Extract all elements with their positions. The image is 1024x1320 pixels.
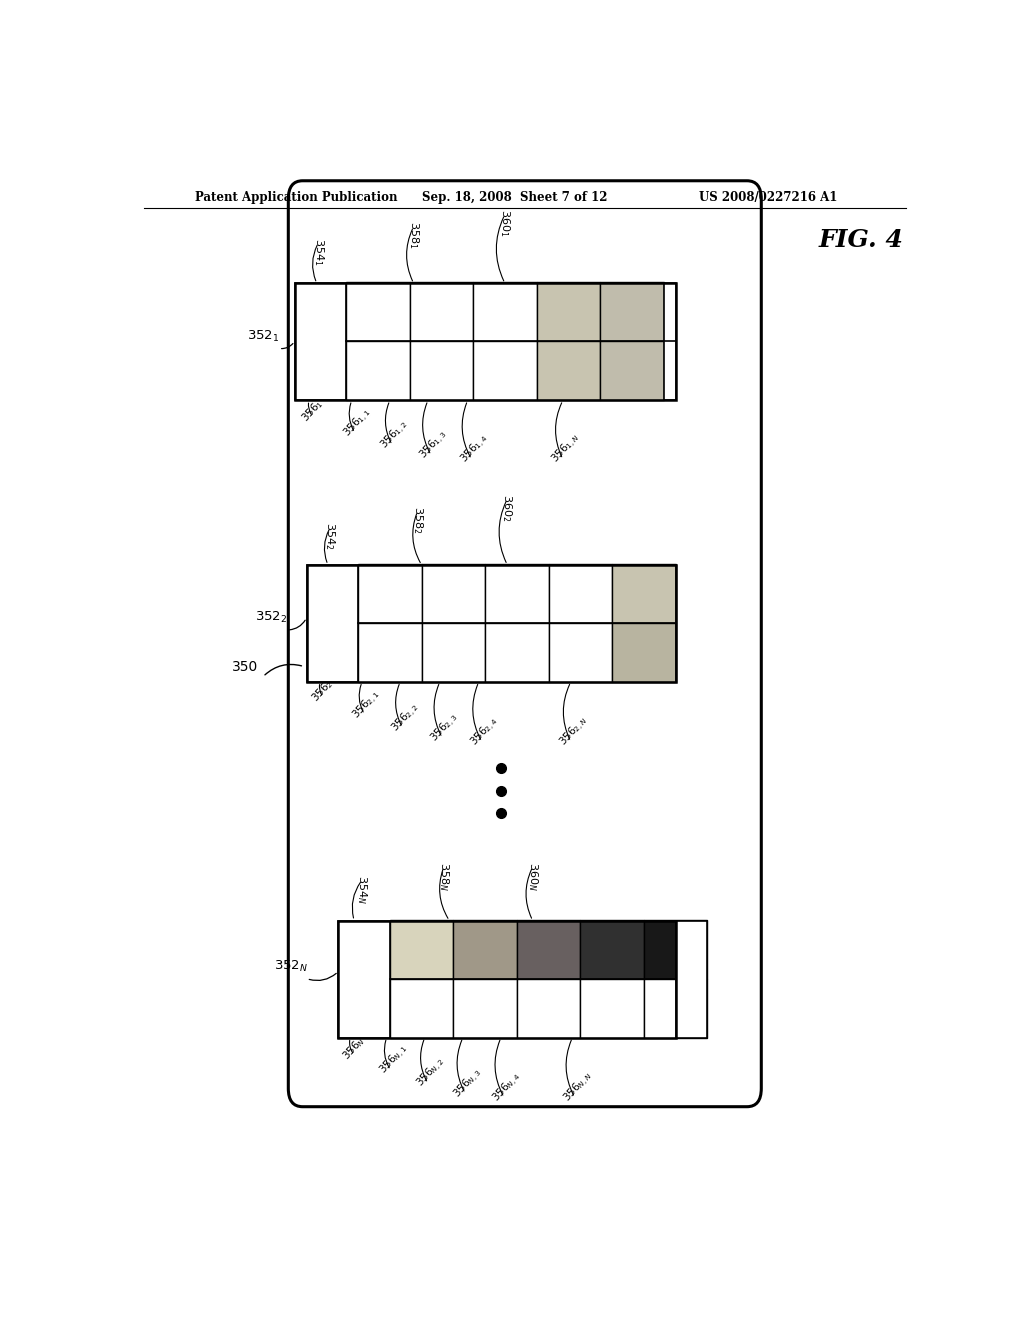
Bar — [612, 623, 676, 682]
Bar — [581, 978, 644, 1038]
Text: 356$_{2,N}$: 356$_{2,N}$ — [557, 714, 592, 750]
Text: 356$_{1,3}$: 356$_{1,3}$ — [417, 428, 451, 463]
Text: 356$_{N,3}$: 356$_{N,3}$ — [451, 1065, 485, 1102]
Text: 354$_N$: 354$_N$ — [355, 875, 369, 904]
Text: 352$_N$: 352$_N$ — [273, 958, 308, 974]
Bar — [612, 564, 676, 623]
Bar — [517, 920, 581, 978]
Bar — [346, 342, 410, 400]
Bar — [306, 565, 676, 682]
Text: 356$_{N,4}$: 356$_{N,4}$ — [489, 1069, 524, 1106]
Bar — [537, 342, 600, 400]
Bar — [390, 920, 454, 978]
Text: 356$_{1,2}$: 356$_{1,2}$ — [378, 417, 412, 453]
Text: Sep. 18, 2008  Sheet 7 of 12: Sep. 18, 2008 Sheet 7 of 12 — [422, 190, 607, 203]
Text: 356$_1$: 356$_1$ — [299, 396, 327, 425]
Bar — [410, 282, 473, 342]
Bar — [295, 284, 346, 400]
Bar — [358, 623, 422, 682]
Text: 356$_N$: 356$_N$ — [340, 1034, 369, 1063]
Bar — [549, 564, 612, 623]
Text: 356$_{2,1}$: 356$_{2,1}$ — [350, 686, 384, 722]
Bar — [454, 920, 517, 978]
Bar — [644, 978, 708, 1038]
Bar — [306, 565, 358, 682]
Bar — [600, 282, 664, 342]
Text: 356$_2$: 356$_2$ — [309, 677, 337, 705]
Text: 356$_{N,1}$: 356$_{N,1}$ — [377, 1041, 411, 1078]
Text: 352$_1$: 352$_1$ — [247, 329, 280, 343]
Bar — [676, 921, 708, 1038]
Text: 356$_{1,1}$: 356$_{1,1}$ — [341, 405, 375, 441]
Text: 360$_N$: 360$_N$ — [526, 862, 540, 891]
Text: 360$_1$: 360$_1$ — [498, 210, 512, 236]
Bar — [664, 284, 676, 400]
Text: 358$_N$: 358$_N$ — [437, 862, 451, 891]
FancyBboxPatch shape — [289, 181, 761, 1106]
Text: US 2008/0227216 A1: US 2008/0227216 A1 — [699, 190, 838, 203]
Bar — [485, 623, 549, 682]
Text: 352$_2$: 352$_2$ — [255, 610, 287, 626]
Text: 356$_{1,N}$: 356$_{1,N}$ — [549, 430, 584, 467]
Bar — [422, 623, 485, 682]
Bar — [473, 282, 537, 342]
Bar — [454, 978, 517, 1038]
Text: FIG. 4: FIG. 4 — [818, 228, 903, 252]
Bar — [537, 282, 600, 342]
Text: 360$_2$: 360$_2$ — [501, 494, 514, 521]
Bar — [338, 921, 676, 1038]
Text: 354$_1$: 354$_1$ — [311, 238, 326, 265]
Bar — [485, 564, 549, 623]
Text: 356$_{2,2}$: 356$_{2,2}$ — [388, 701, 422, 735]
Bar — [600, 342, 664, 400]
Bar — [295, 284, 676, 400]
Bar — [517, 978, 581, 1038]
Text: 358$_2$: 358$_2$ — [411, 506, 425, 533]
Text: 356$_{N,2}$: 356$_{N,2}$ — [414, 1056, 449, 1092]
Bar — [338, 921, 390, 1038]
Bar — [581, 920, 644, 978]
Bar — [358, 564, 422, 623]
Bar — [473, 342, 537, 400]
Text: 350: 350 — [232, 660, 259, 673]
Bar — [644, 920, 708, 978]
Text: 356$_{2,4}$: 356$_{2,4}$ — [468, 714, 502, 750]
Text: 358$_1$: 358$_1$ — [407, 222, 421, 249]
Bar — [346, 282, 410, 342]
Text: 354$_2$: 354$_2$ — [324, 523, 337, 549]
Bar — [390, 978, 454, 1038]
Bar — [422, 564, 485, 623]
Text: 356$_{2,3}$: 356$_{2,3}$ — [428, 710, 462, 746]
Text: 356$_{N,N}$: 356$_{N,N}$ — [560, 1069, 596, 1106]
Text: Patent Application Publication: Patent Application Publication — [196, 190, 398, 203]
Bar — [549, 623, 612, 682]
Text: 356$_{1,4}$: 356$_{1,4}$ — [458, 432, 492, 467]
Bar — [410, 342, 473, 400]
